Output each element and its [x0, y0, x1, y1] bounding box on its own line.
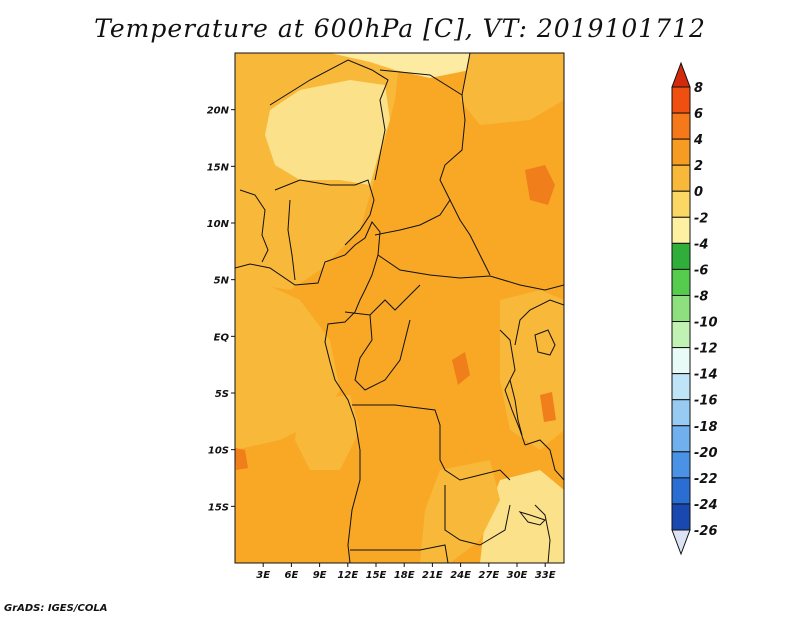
border-west-small-2	[287, 199, 296, 281]
lake-malawi	[518, 511, 546, 526]
colorbar-label-1: 6	[694, 107, 703, 122]
colorbar-label-17: -26	[694, 524, 718, 539]
colorbar-bin-3	[671, 164, 691, 192]
colorbar-label-11: -14	[694, 368, 718, 383]
colorbar: 8 6 4 2 0 -2 -4 -6 -8 -10 -12 -14 -16 -18 -20 -22 -24 -26	[671, 61, 718, 556]
border-sahara-1	[269, 59, 389, 181]
colorbar-bin-13	[671, 425, 691, 453]
lake-tanganyika	[509, 379, 523, 436]
x-tick-label-10: 33E	[535, 570, 556, 581]
field-south-mid	[420, 460, 500, 563]
colorbar-label-7: -6	[694, 263, 708, 278]
border-congo-2	[354, 314, 411, 391]
map-title: Temperature at 600hPa [C], VT: 201910171…	[94, 14, 706, 43]
colorbar-label-0: 8	[694, 81, 703, 96]
field-hotspot-east	[540, 392, 556, 422]
colorbar-label-13: -18	[694, 420, 718, 435]
x-tick-label-7: 24E	[450, 570, 471, 581]
field-east-highlands	[500, 290, 564, 450]
field-sahel-cool	[265, 80, 390, 185]
border-mozambique	[534, 504, 551, 563]
colorbar-label-10: -12	[694, 342, 718, 357]
x-tick-label-6: 21E	[422, 570, 443, 581]
colorbar-bin-5	[671, 216, 691, 244]
colorbar-label-3: 2	[694, 159, 703, 174]
country-borders	[235, 53, 564, 563]
colorbar-label-15: -22	[694, 472, 718, 487]
field-hotspot-congo	[452, 352, 470, 385]
colorbar-bin-7	[671, 268, 691, 296]
field-ne-light	[460, 53, 564, 125]
border-congo-1	[344, 284, 421, 316]
colorbar-label-14: -20	[694, 446, 718, 461]
colorbar-bin-14	[671, 451, 691, 479]
colorbar-bin-4	[671, 190, 691, 218]
border-chad-car	[374, 199, 491, 276]
x-tick-label-0: 3E	[256, 570, 270, 581]
x-tick-label-2: 9E	[313, 570, 327, 581]
x-tick-label-5: 18E	[394, 570, 415, 581]
colorbar-bin-16	[671, 503, 691, 531]
colorbar-label-16: -24	[694, 498, 718, 513]
colorbar-bin-11	[671, 373, 691, 401]
colorbar-bin-12	[671, 399, 691, 427]
colorbar-label-2: 4	[693, 133, 703, 148]
border-angola	[352, 404, 511, 481]
colorbar-label-12: -16	[694, 394, 718, 409]
colorbar-bin-10	[671, 347, 691, 375]
colorbar-bin-15	[671, 477, 691, 505]
border-east-1	[499, 329, 526, 446]
colorbar-label-8: -8	[694, 289, 708, 304]
colorbar-bin-1	[671, 112, 691, 140]
colorbar-bin-0	[671, 86, 691, 114]
border-zambia	[444, 485, 511, 546]
colorbar-bin-9	[671, 321, 691, 349]
border-libya-sudan	[439, 94, 466, 201]
x-tick-label-9: 30E	[507, 570, 528, 581]
colorbar-bin-6	[671, 242, 691, 270]
field-southeast	[480, 470, 564, 563]
colorbar-low-arrow	[671, 529, 691, 556]
y-tick-label-6: 10S	[208, 446, 229, 457]
field-hotspot-coast	[235, 448, 248, 470]
y-tick-label-1: 15N	[207, 162, 230, 173]
colorbar-label-9: -10	[694, 316, 718, 331]
field-hotspot-sudan	[525, 165, 555, 205]
grads-credit: GrADS: IGES/COLA	[4, 603, 108, 614]
x-tick-label-8: 27E	[478, 570, 499, 581]
y-tick-label-2: 10N	[207, 219, 230, 230]
x-tick-label-4: 15E	[366, 570, 387, 581]
lake-victoria	[534, 329, 556, 356]
colorbar-bin-8	[671, 294, 691, 323]
plot-frame	[234, 52, 565, 564]
field-angola-patch	[295, 395, 360, 470]
colorbar-label-4: 0	[694, 185, 703, 200]
border-sahara-2	[379, 53, 471, 96]
coastline-west	[235, 221, 381, 563]
y-tick-label-7: 15S	[208, 502, 229, 513]
colorbar-high-arrow	[671, 61, 691, 88]
border-east-lakes	[514, 299, 564, 346]
y-tick-label-4: EQ	[214, 332, 230, 343]
x-tick-label-1: 6E	[285, 570, 299, 581]
colorbar-bin-2	[671, 138, 691, 166]
temperature-field	[235, 53, 564, 563]
y-tick-label-3: 5N	[214, 276, 230, 287]
y-axis: 20N 15N 10N 5N EQ 5S 10S 15S	[207, 106, 235, 513]
border-west-small	[239, 189, 269, 263]
border-nigeria	[274, 179, 375, 246]
border-car-south	[377, 254, 564, 291]
colorbar-label-5: -2	[694, 211, 708, 226]
field-north-light	[330, 53, 470, 78]
colorbar-label-6: -4	[694, 237, 708, 252]
y-tick-label-5: 5S	[215, 389, 229, 400]
y-tick-label-0: 20N	[207, 106, 230, 117]
border-tanzania	[524, 439, 564, 481]
x-axis: 3E 6E 9E 12E 15E 18E 21E 24E 27E 30E 33E	[256, 563, 556, 581]
border-south	[350, 544, 449, 563]
x-tick-label-3: 12E	[337, 570, 358, 581]
